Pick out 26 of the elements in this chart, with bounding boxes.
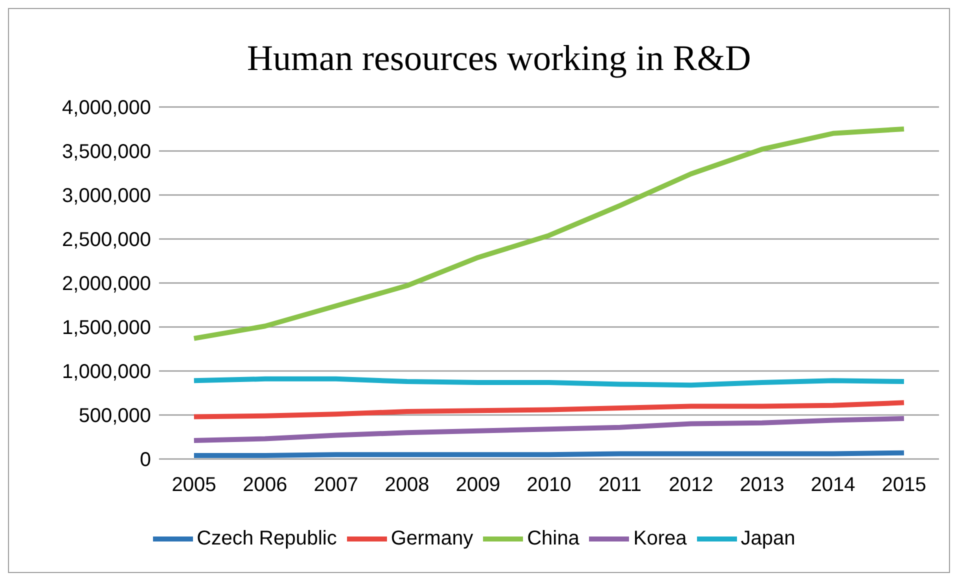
x-tick-label: 2011 — [598, 474, 642, 496]
y-tick-label: 2,500,000 — [62, 229, 151, 252]
y-tick-label: 2,000,000 — [62, 273, 151, 296]
legend-label: China — [527, 527, 580, 550]
y-tick-label: 1,000,000 — [62, 361, 151, 384]
x-tick-label: 2014 — [810, 474, 856, 496]
x-tick-label: 2005 — [172, 474, 216, 496]
x-tick-label: 2008 — [384, 474, 430, 496]
chart-title: Human resources working in R&D — [246, 37, 752, 79]
x-tick-label: 2007 — [314, 474, 358, 496]
legend-label: Japan — [740, 527, 796, 550]
x-tick-label: 2010 — [526, 474, 572, 496]
y-tick-label: 1,500,000 — [62, 317, 151, 340]
y-tick-label: 4,000,000 — [62, 97, 151, 120]
y-tick-label: 3,000,000 — [62, 185, 151, 208]
legend-label: Germany — [390, 527, 474, 550]
legend-label: Czech Republic — [196, 527, 337, 550]
legend-label: Korea — [633, 527, 687, 550]
y-tick-label: 500,000 — [78, 405, 151, 428]
x-tick-label: 2013 — [740, 474, 784, 496]
y-tick-label: 0 — [140, 449, 151, 472]
x-tick-label: 2015 — [882, 474, 926, 496]
x-tick-label: 2006 — [242, 474, 288, 496]
x-tick-label: 2012 — [668, 474, 714, 496]
y-tick-label: 3,500,000 — [62, 141, 151, 164]
x-tick-label: 2009 — [456, 474, 500, 496]
